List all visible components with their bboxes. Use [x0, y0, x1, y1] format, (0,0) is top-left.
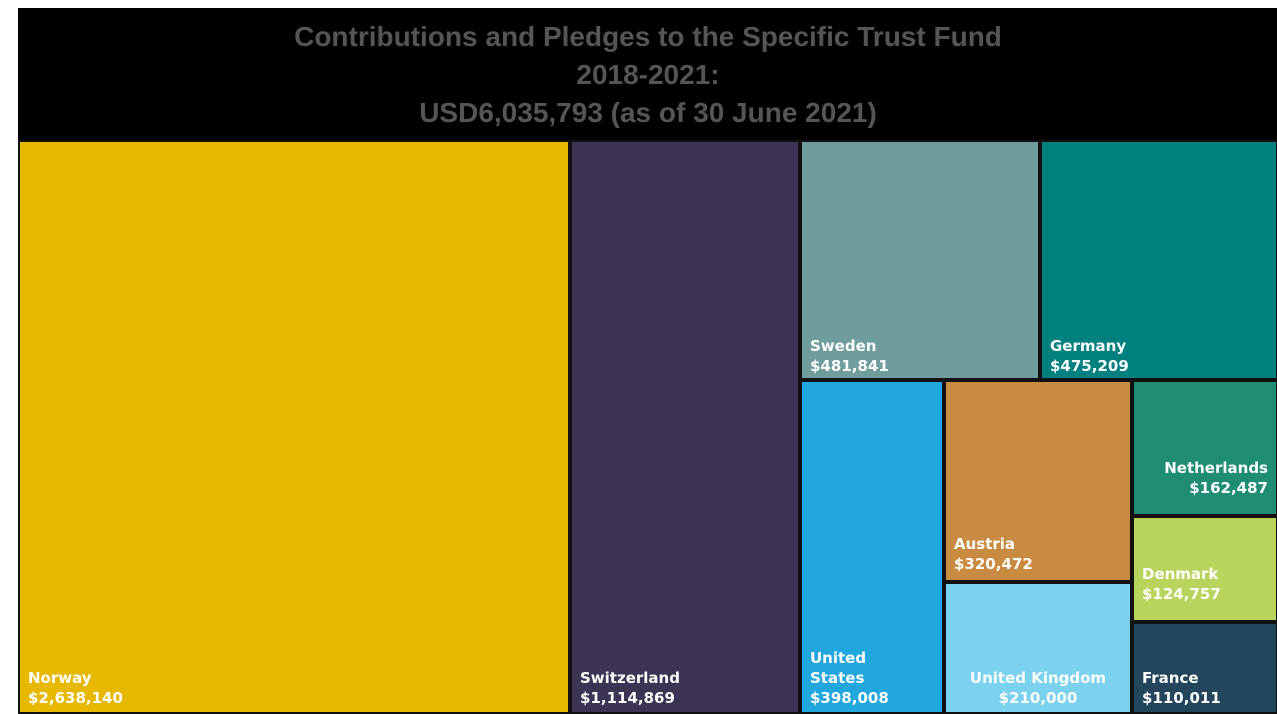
tile-value: $210,000 — [946, 688, 1130, 708]
treemap-tile-switzerland: Switzerland $1,114,869 — [570, 140, 800, 714]
treemap-tile-netherlands: Netherlands $162,487 — [1132, 380, 1277, 516]
chart-title: Contributions and Pledges to the Specifi… — [18, 8, 1277, 140]
tile-country-name: France — [1142, 668, 1221, 688]
tile-label-united-kingdom: United Kingdom $210,000 — [946, 668, 1130, 708]
tile-value: $110,011 — [1142, 688, 1221, 708]
chart-title-line-1: Contributions and Pledges to the Specifi… — [18, 18, 1277, 56]
treemap-tile-germany: Germany $475,209 — [1040, 140, 1277, 380]
chart-title-line-3: USD6,035,793 (as of 30 June 2021) — [18, 94, 1277, 132]
tile-value: $2,638,140 — [28, 688, 123, 708]
tile-country-name: Netherlands — [1164, 458, 1268, 478]
tile-value: $481,841 — [810, 356, 889, 376]
tile-country-name: United Kingdom — [946, 668, 1130, 688]
tile-label-germany: Germany $475,209 — [1050, 336, 1129, 376]
treemap-tile-united-states: United States $398,008 — [800, 380, 944, 714]
tile-label-norway: Norway $2,638,140 — [28, 668, 123, 708]
tile-label-netherlands: Netherlands $162,487 — [1164, 458, 1268, 498]
tile-value: $475,209 — [1050, 356, 1129, 376]
tile-value: $162,487 — [1164, 478, 1268, 498]
treemap-tile-austria: Austria $320,472 — [944, 380, 1132, 582]
tile-value: $124,757 — [1142, 584, 1221, 604]
tile-value: $1,114,869 — [580, 688, 680, 708]
tile-country-name: United — [810, 648, 889, 668]
tile-label-denmark: Denmark $124,757 — [1142, 564, 1221, 604]
treemap-tile-sweden: Sweden $481,841 — [800, 140, 1040, 380]
tile-value: $320,472 — [954, 554, 1033, 574]
tile-value: $398,008 — [810, 688, 889, 708]
tile-label-france: France $110,011 — [1142, 668, 1221, 708]
treemap-tile-france: France $110,011 — [1132, 622, 1277, 714]
chart-title-line-2: 2018-2021: — [18, 56, 1277, 94]
tile-country-name: Sweden — [810, 336, 889, 356]
tile-country-name: Switzerland — [580, 668, 680, 688]
treemap-tile-united-kingdom: United Kingdom $210,000 — [944, 582, 1132, 714]
tile-country-name: Austria — [954, 534, 1033, 554]
treemap-area: Norway $2,638,140 Switzerland $1,114,869 Swe… — [18, 140, 1277, 714]
treemap-tile-denmark: Denmark $124,757 — [1132, 516, 1277, 622]
treemap-tile-norway: Norway $2,638,140 — [18, 140, 570, 714]
tile-country-name: Norway — [28, 668, 123, 688]
chart-frame: Contributions and Pledges to the Specifi… — [18, 8, 1277, 714]
tile-label-austria: Austria $320,472 — [954, 534, 1033, 574]
tile-country-name: Germany — [1050, 336, 1129, 356]
tile-country-name: States — [810, 668, 889, 688]
tile-country-name: Denmark — [1142, 564, 1221, 584]
tile-label-switzerland: Switzerland $1,114,869 — [580, 668, 680, 708]
tile-label-united-states: United States $398,008 — [810, 648, 889, 708]
tile-label-sweden: Sweden $481,841 — [810, 336, 889, 376]
